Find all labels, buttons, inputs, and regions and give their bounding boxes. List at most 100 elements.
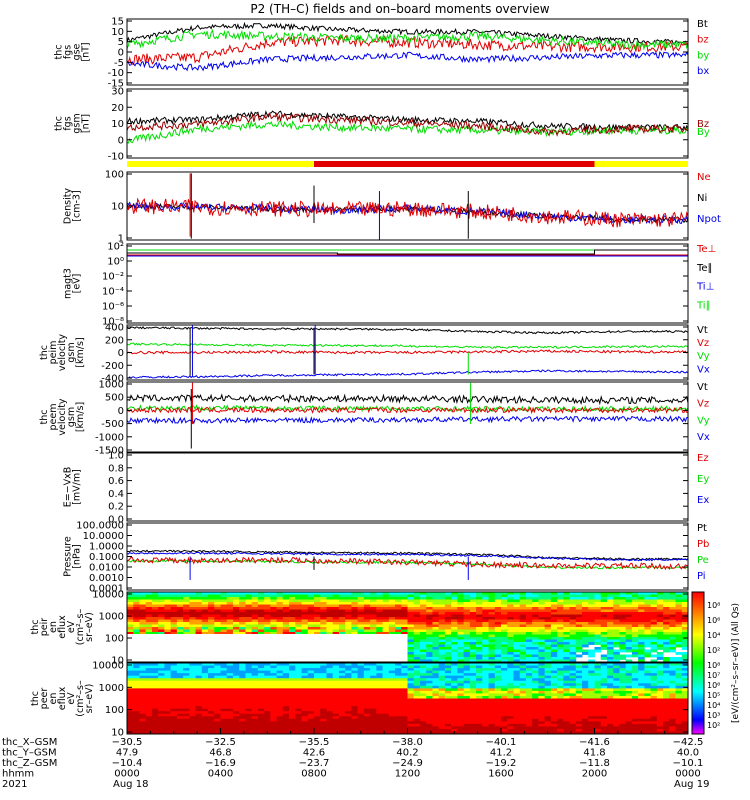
series-pi [126, 551, 689, 562]
spectrogram-cell [638, 609, 645, 613]
spectrogram-cell [226, 604, 234, 608]
spectrogram-cell [345, 632, 352, 635]
spectrogram-cell [220, 731, 228, 735]
spectrogram-cell [501, 602, 508, 605]
spectrogram-cell [276, 703, 284, 707]
spectrogram-cell [251, 609, 259, 613]
spectrogram-cell [519, 701, 527, 704]
spectrogram-cell [251, 604, 259, 608]
spectrogram-cell [451, 683, 458, 687]
spectrogram-cell [550, 693, 558, 697]
spectrogram-cell [594, 703, 602, 707]
spectrogram-cell [569, 604, 577, 608]
spectrogram-cell [208, 680, 215, 684]
spectrogram-cell [638, 642, 645, 645]
spectrogram-cell [438, 657, 446, 660]
series-vt [126, 393, 689, 406]
spectrogram-cell [195, 592, 203, 595]
spectrogram-cell [332, 721, 340, 725]
spectrogram-cell [232, 663, 240, 666]
spectrogram-cell [289, 670, 296, 674]
spectrogram-cell [276, 716, 284, 720]
spectrogram-cell [656, 622, 664, 625]
spectrogram-cell [650, 629, 658, 633]
spectrogram-cell [513, 604, 521, 608]
spectrogram-cell [582, 652, 589, 655]
spectrogram-cell [382, 690, 390, 694]
spectrogram-cell [345, 698, 352, 702]
spectrogram-cell [320, 731, 327, 735]
spectrogram-cell [663, 680, 670, 684]
spectrogram-cell [301, 617, 309, 620]
spectrogram-cell [232, 665, 240, 669]
spectrogram-cell [170, 703, 178, 707]
spectrogram-cell [457, 695, 464, 699]
spectrogram-cell [457, 685, 464, 689]
spectrogram-cell [170, 665, 178, 669]
spectrogram-cell [314, 688, 321, 692]
spectrogram-cell [469, 607, 477, 610]
spectrogram-cell [395, 624, 402, 628]
spectrogram-cell [195, 619, 203, 623]
spectrogram-cell [656, 604, 664, 608]
x-axis-value: Aug 19 [674, 779, 709, 790]
spectrogram-cell [644, 693, 651, 697]
spectrogram-cell [257, 622, 265, 625]
spectrogram-cell [251, 698, 259, 702]
spectrogram-cell [289, 602, 296, 605]
spectrogram-cell [563, 663, 570, 666]
spectrogram-cell [363, 604, 371, 608]
spectrogram-cell [419, 597, 427, 600]
spectrogram-cell [226, 592, 234, 595]
spectrogram-cell [151, 624, 159, 628]
spectrogram-cell [232, 673, 240, 677]
spectrogram-cell [476, 604, 483, 608]
spectrogram-cell [326, 597, 334, 600]
y-axis-label: velocity [57, 334, 68, 372]
spectrogram-cell [151, 683, 159, 687]
spectrogram-cell [388, 728, 396, 732]
spectrogram-cell [638, 604, 645, 608]
spectrogram-cell [538, 609, 546, 613]
spectrogram-cell [644, 604, 651, 608]
spectrogram-cell [164, 721, 172, 725]
spectrogram-cell [214, 599, 221, 603]
spectrogram-cell [407, 695, 415, 699]
y-tick-label: 0.2 [108, 502, 124, 513]
spectrogram-cell [370, 604, 377, 608]
spectrogram-cell [276, 693, 284, 697]
spectrogram-cell [226, 708, 234, 712]
spectrogram-cell [376, 622, 383, 625]
spectrogram-cell [575, 723, 583, 727]
spectrogram-cell [600, 683, 608, 687]
spectrogram-cell [557, 721, 564, 725]
spectrogram-cell [638, 597, 645, 600]
spectrogram-cell [432, 675, 440, 679]
spectrogram-cell [519, 614, 527, 618]
spectrogram-cell [176, 718, 184, 722]
spectrogram-cell [532, 721, 539, 725]
spectrogram-cell [332, 614, 340, 618]
spectrogram-cell [588, 693, 595, 697]
spectrogram-cell [488, 731, 496, 735]
spectrogram-cell [519, 652, 527, 655]
spectrogram-cell [463, 680, 471, 684]
spectrogram-cell [338, 703, 346, 707]
spectrogram-cell [513, 657, 521, 660]
spectrogram-cell [575, 731, 583, 735]
spectrogram-cell [663, 713, 670, 717]
spectrogram-cell [557, 678, 564, 682]
spectrogram-cell [569, 634, 577, 638]
spectrogram-cell [569, 619, 577, 623]
spectrogram-cell [189, 675, 196, 679]
spectrogram-cell [444, 594, 452, 598]
spectrogram-cell [532, 612, 539, 615]
x-axis-value: −10.1 [673, 758, 704, 769]
spectrogram-cell [251, 706, 259, 710]
spectrogram-cell [656, 654, 664, 658]
spectrogram-cell [413, 602, 421, 605]
spectrogram-cell [282, 597, 290, 600]
spectrogram-cell [245, 673, 253, 677]
spectrogram-cell [164, 592, 172, 595]
spectrogram-cell [407, 612, 415, 615]
